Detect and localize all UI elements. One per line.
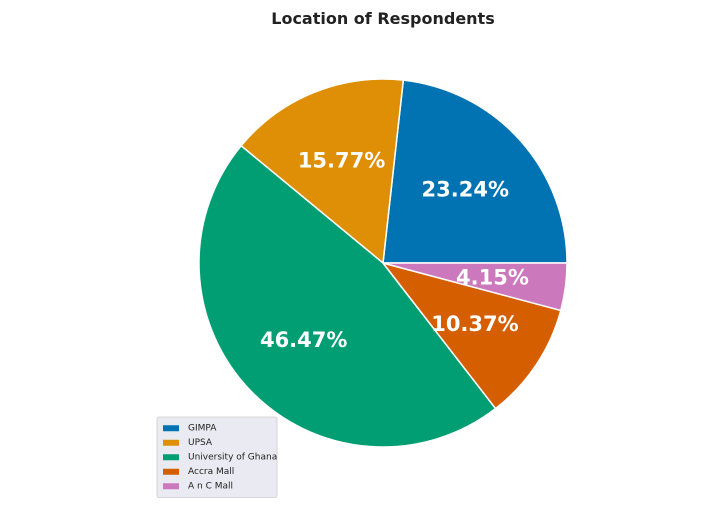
legend-label-a-n-c-mall: A n C Mall <box>188 481 233 491</box>
legend-label-upsa: UPSA <box>188 438 213 448</box>
slice-label-upsa: 15.77% <box>298 149 385 173</box>
legend-swatch-a-n-c-mall <box>163 483 179 490</box>
pie-slice-gimpa <box>382 79 568 264</box>
slice-label-a-n-c-mall: 4.15% <box>456 265 529 289</box>
legend-box <box>156 416 278 498</box>
slice-label-university-of-ghana: 46.47% <box>260 328 347 352</box>
legend-label-university-of-ghana: University of Ghana <box>188 452 277 462</box>
pie-slice-a-n-c-mall <box>382 262 568 312</box>
legend-label-gimpa: GIMPA <box>188 423 217 433</box>
legend-swatch-university-of-ghana <box>163 454 179 461</box>
legend: GIMPA UPSA University of Ghana Accra Mall A … <box>156 416 278 498</box>
pie-slices <box>198 78 568 448</box>
chart-title: Location of Respondents <box>271 9 494 28</box>
legend-label-accra-mall: Accra Mall <box>188 467 234 477</box>
pie-slice-upsa <box>240 78 405 265</box>
slice-label-gimpa: 23.24% <box>422 177 509 201</box>
legend-swatch-accra-mall <box>163 468 179 475</box>
pie-slice-labels: 23.24% 15.77% 46.47% 10.37% 4.15% <box>260 149 529 352</box>
legend-swatch-upsa <box>163 439 179 446</box>
pie-slice-university-of-ghana <box>198 144 497 448</box>
pie-slice-accra-mall <box>381 261 562 410</box>
legend-swatch-gimpa <box>163 425 179 432</box>
slice-label-accra-mall: 10.37% <box>431 312 518 336</box>
